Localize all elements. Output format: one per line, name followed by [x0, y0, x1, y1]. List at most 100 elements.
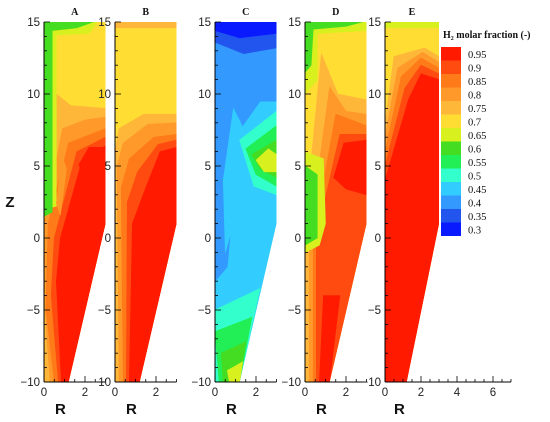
- x-tick-label: 2: [418, 387, 424, 399]
- legend-swatch-0.6: [441, 141, 461, 155]
- panel-label-a: A: [71, 7, 79, 18]
- legend-label: 0.75: [468, 104, 486, 115]
- legend-label: 0.3: [468, 225, 481, 236]
- legend-swatch-0.3: [441, 222, 461, 236]
- panel-label-e: E: [409, 7, 416, 18]
- legend-swatch-0.55: [441, 155, 461, 169]
- x-axis-title: R: [226, 401, 237, 418]
- y-tick-label: 5: [105, 161, 111, 173]
- x-tick-label: 0: [382, 387, 388, 399]
- y-tick-label: 10: [368, 89, 381, 101]
- y-tick-label: 0: [34, 233, 40, 245]
- y-tick-label: 10: [27, 89, 40, 101]
- y-tick-label: 15: [288, 17, 301, 29]
- legend-label: 0.4: [468, 198, 482, 209]
- panel-e: E: [385, 7, 439, 382]
- x-tick-label: 0: [112, 387, 118, 399]
- contour-region-e-6: [385, 22, 439, 29]
- contour-region-d-8: [305, 22, 363, 74]
- panel-a: A: [44, 7, 106, 382]
- legend-swatch-0.65: [441, 128, 461, 142]
- y-tick-label: 5: [375, 161, 381, 173]
- contour-region-d-6: [319, 295, 341, 382]
- legend-label: 0.6: [468, 144, 481, 155]
- y-tick-label: 10: [198, 89, 211, 101]
- y-tick-label: −5: [98, 305, 111, 317]
- y-tick-label: −10: [191, 377, 211, 389]
- y-tick-label: 15: [198, 17, 211, 29]
- y-tick-label: 5: [34, 161, 40, 173]
- x-axis-title: R: [316, 401, 327, 418]
- legend-label: 0.35: [468, 212, 486, 223]
- legend-swatch-0.85: [441, 74, 461, 88]
- legend-swatch-0.7: [441, 114, 461, 128]
- panel-d: D: [305, 7, 367, 382]
- y-tick-label: −10: [91, 377, 111, 389]
- y-tick-label: 10: [288, 89, 301, 101]
- contour-region-c-8: [255, 148, 277, 173]
- x-tick-label: 2: [253, 387, 259, 399]
- legend-label: 0.7: [468, 117, 481, 128]
- panels: A B C D E: [44, 7, 439, 382]
- legend-swatch-0.5: [441, 168, 461, 182]
- contour-region-a-6: [78, 147, 106, 187]
- y-tick-label: 15: [98, 17, 111, 29]
- legend-swatch-0.45: [441, 182, 461, 196]
- contour-region-a-8: [44, 22, 94, 217]
- legend-label: 0.8: [468, 90, 481, 101]
- y-tick-label: 5: [295, 161, 301, 173]
- legend-label: 0.55: [468, 158, 486, 169]
- y-tick-label: −5: [27, 305, 40, 317]
- y-axis-title: Z: [5, 194, 14, 211]
- x-axis-title: R: [126, 401, 137, 418]
- y-tick-label: −10: [361, 377, 381, 389]
- panel-label-c: C: [242, 7, 249, 18]
- legend-title: H₂ molar fraction (-): [443, 30, 531, 41]
- contour-region-e-5: [385, 73, 439, 382]
- contour-region-b-5: [128, 146, 177, 382]
- legend-label: 0.65: [468, 131, 486, 142]
- x-tick-label: 2: [343, 387, 349, 399]
- legend-label: 0.45: [468, 185, 486, 196]
- y-tick-label: 15: [27, 17, 40, 29]
- panel-c: C: [215, 7, 277, 382]
- y-tick-label: 10: [98, 89, 111, 101]
- x-tick-label: 6: [490, 387, 496, 399]
- legend-label: 0.95: [468, 50, 486, 61]
- y-tick-label: −5: [198, 305, 211, 317]
- y-tick-label: 0: [105, 233, 111, 245]
- y-tick-label: 0: [205, 233, 211, 245]
- contour-region-c-12: [226, 361, 244, 382]
- legend-swatch-0.9: [441, 60, 461, 74]
- contour-region-a-9: [55, 157, 67, 216]
- x-axis-title: R: [394, 401, 405, 418]
- legend-swatch-0.35: [441, 209, 461, 223]
- y-tick-label: −10: [20, 377, 40, 389]
- x-tick-label: 2: [82, 387, 88, 399]
- y-tick-label: 15: [368, 17, 381, 29]
- y-tick-label: 0: [295, 233, 301, 245]
- contour-region-a-5: [55, 145, 106, 382]
- legend: H₂ molar fraction (-) 0.95 0.9 0.85 0.8 0.75 0…: [441, 30, 531, 236]
- contour-region-d-10: [305, 165, 318, 246]
- contour-region-d-5: [333, 139, 367, 196]
- x-tick-label: 0: [212, 387, 218, 399]
- panel-label-d: D: [332, 7, 339, 18]
- legend-label: 0.5: [468, 171, 481, 182]
- legend-swatch-0.75: [441, 101, 461, 115]
- y-tick-label: −10: [281, 377, 301, 389]
- contour-region-c-4: [215, 22, 277, 39]
- x-tick-label: 0: [302, 387, 308, 399]
- legend-label: 0.9: [468, 63, 481, 74]
- legend-label: 0.85: [468, 77, 486, 88]
- y-tick-label: 5: [205, 161, 211, 173]
- y-tick-label: −5: [288, 305, 301, 317]
- y-tick-label: 0: [375, 233, 381, 245]
- x-tick-label: 0: [41, 387, 47, 399]
- legend-swatch-0.4: [441, 195, 461, 209]
- legend-swatch-0.95: [441, 47, 461, 61]
- panel-b: B: [115, 7, 177, 382]
- x-axis-title: R: [55, 401, 66, 418]
